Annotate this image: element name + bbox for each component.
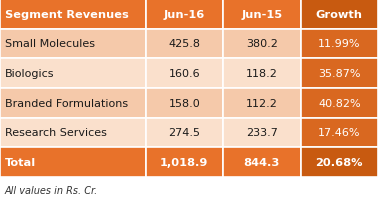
Text: 844.3: 844.3	[243, 157, 280, 167]
Text: 158.0: 158.0	[169, 98, 200, 108]
Bar	[146, 148, 223, 177]
Bar	[223, 118, 301, 147]
Bar	[146, 59, 223, 88]
Text: 112.2: 112.2	[246, 98, 278, 108]
Text: 274.5: 274.5	[168, 128, 200, 138]
Bar	[0, 118, 146, 147]
Bar	[301, 148, 378, 177]
Bar	[301, 59, 378, 88]
Text: 1,018.9: 1,018.9	[160, 157, 208, 167]
Bar	[301, 88, 378, 118]
Bar	[223, 148, 301, 177]
Text: 425.8: 425.8	[168, 39, 200, 49]
Bar	[0, 0, 146, 29]
Bar	[223, 0, 301, 29]
Bar	[146, 0, 223, 29]
Text: All values in Rs. Cr.: All values in Rs. Cr.	[5, 185, 98, 195]
Text: 118.2: 118.2	[246, 69, 278, 79]
Bar	[0, 148, 146, 177]
Text: Branded Formulations: Branded Formulations	[5, 98, 128, 108]
Text: Research Services: Research Services	[5, 128, 107, 138]
Bar	[301, 118, 378, 147]
Text: 20.68%: 20.68%	[316, 157, 363, 167]
Text: Growth: Growth	[316, 10, 363, 20]
Bar	[0, 30, 146, 59]
Text: 11.99%: 11.99%	[318, 39, 361, 49]
Text: 17.46%: 17.46%	[318, 128, 361, 138]
Text: 35.87%: 35.87%	[318, 69, 361, 79]
Bar	[223, 59, 301, 88]
Text: Total: Total	[5, 157, 36, 167]
Bar	[301, 30, 378, 59]
Text: Segment Revenues: Segment Revenues	[5, 10, 128, 20]
Bar	[223, 88, 301, 118]
Text: Jun-15: Jun-15	[241, 10, 282, 20]
Bar	[146, 30, 223, 59]
Text: 233.7: 233.7	[246, 128, 278, 138]
Bar	[301, 0, 378, 29]
Text: 380.2: 380.2	[246, 39, 278, 49]
Text: Biologics: Biologics	[5, 69, 54, 79]
Text: Jun-16: Jun-16	[164, 10, 205, 20]
Bar	[0, 88, 146, 118]
Bar	[146, 88, 223, 118]
Text: Small Molecules: Small Molecules	[5, 39, 94, 49]
Bar	[146, 118, 223, 147]
Bar	[0, 59, 146, 88]
Text: 160.6: 160.6	[169, 69, 200, 79]
Bar	[223, 30, 301, 59]
Text: 40.82%: 40.82%	[318, 98, 361, 108]
